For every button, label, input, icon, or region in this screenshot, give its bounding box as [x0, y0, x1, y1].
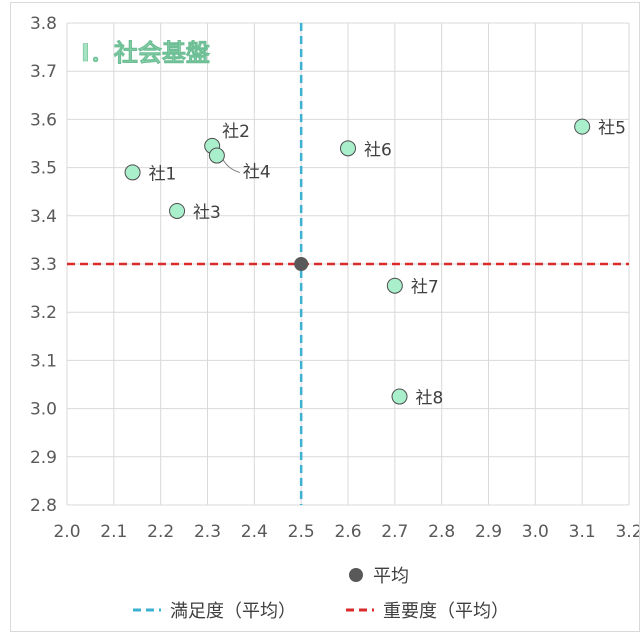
legend-importance-label: 重要度（平均） [383, 601, 509, 622]
x-tick-label: 2.0 [53, 522, 80, 542]
data-point-社4 [208, 147, 225, 164]
data-point-社5 [574, 118, 591, 135]
legend-average-label: 平均 [373, 566, 409, 587]
x-tick-label: 3.0 [522, 522, 549, 542]
scatter-chart: 2.0 2.1 2.2 2.3 2.4 2.5 2.6 2.7 2.8 2.9 3.0 3.1 3.2 2… [30, 14, 643, 622]
data-point-社7 [386, 277, 403, 294]
x-tick-label: 2.1 [100, 522, 127, 542]
x-tick-label: 2.2 [147, 522, 174, 542]
data-point-label: 社5 [598, 119, 626, 139]
y-tick-label: 3.7 [30, 62, 57, 82]
label-leader-line [222, 159, 240, 174]
chart-title: Ⅰ．社会基盤 [81, 39, 211, 67]
data-points: 社1 社2 社3 社4 社5 社6 社7 社8 [124, 118, 626, 409]
x-tick-label: 2.8 [428, 522, 455, 542]
x-tick-label: 2.6 [334, 522, 361, 542]
data-point-社8 [391, 388, 408, 405]
y-tick-label: 3.0 [30, 400, 57, 420]
x-tick-label: 2.3 [194, 522, 221, 542]
data-point-label: 社7 [411, 278, 439, 298]
y-tick-label: 3.4 [30, 207, 57, 227]
x-tick-label: 3.2 [615, 522, 639, 542]
data-point-社6 [340, 140, 356, 157]
x-tick-label: 2.7 [381, 522, 408, 542]
y-tick-label: 3.2 [30, 303, 57, 323]
chart-frame: 2.0 2.1 2.2 2.3 2.4 2.5 2.6 2.7 2.8 2.9 3.0 3.1 3.2 2… [10, 2, 643, 632]
data-point-label: 社1 [149, 164, 177, 184]
data-point-label: 社6 [364, 140, 392, 160]
x-tick-label: 2.4 [241, 522, 268, 542]
data-point-label: 社2 [222, 122, 250, 142]
tick-labels: 2.0 2.1 2.2 2.3 2.4 2.5 2.6 2.7 2.8 2.9 3.0 3.1 3.2 2… [30, 14, 643, 542]
data-point-社3 [169, 202, 186, 219]
average-point [294, 257, 309, 271]
y-tick-label: 2.9 [30, 448, 57, 468]
y-tick-label: 2.8 [30, 496, 57, 516]
y-tick-label: 3.3 [30, 255, 57, 275]
data-point-label: 社8 [416, 389, 444, 409]
x-tick-label: 2.9 [475, 522, 502, 542]
y-tick-label: 3.1 [30, 351, 57, 371]
x-tick-label: 3.1 [569, 522, 596, 542]
legend-average-marker [349, 568, 363, 582]
legend-satisfaction-label: 満足度（平均） [170, 601, 296, 622]
data-point-label: 社4 [243, 163, 271, 183]
y-tick-label: 3.8 [30, 14, 57, 34]
y-tick-label: 3.5 [30, 159, 57, 179]
y-tick-label: 3.6 [30, 110, 57, 130]
data-point-社1 [124, 164, 141, 181]
x-tick-label: 2.5 [288, 522, 315, 542]
legend: 平均 満足度（平均） 重要度（平均） [133, 566, 509, 622]
data-point-label: 社3 [193, 203, 221, 223]
